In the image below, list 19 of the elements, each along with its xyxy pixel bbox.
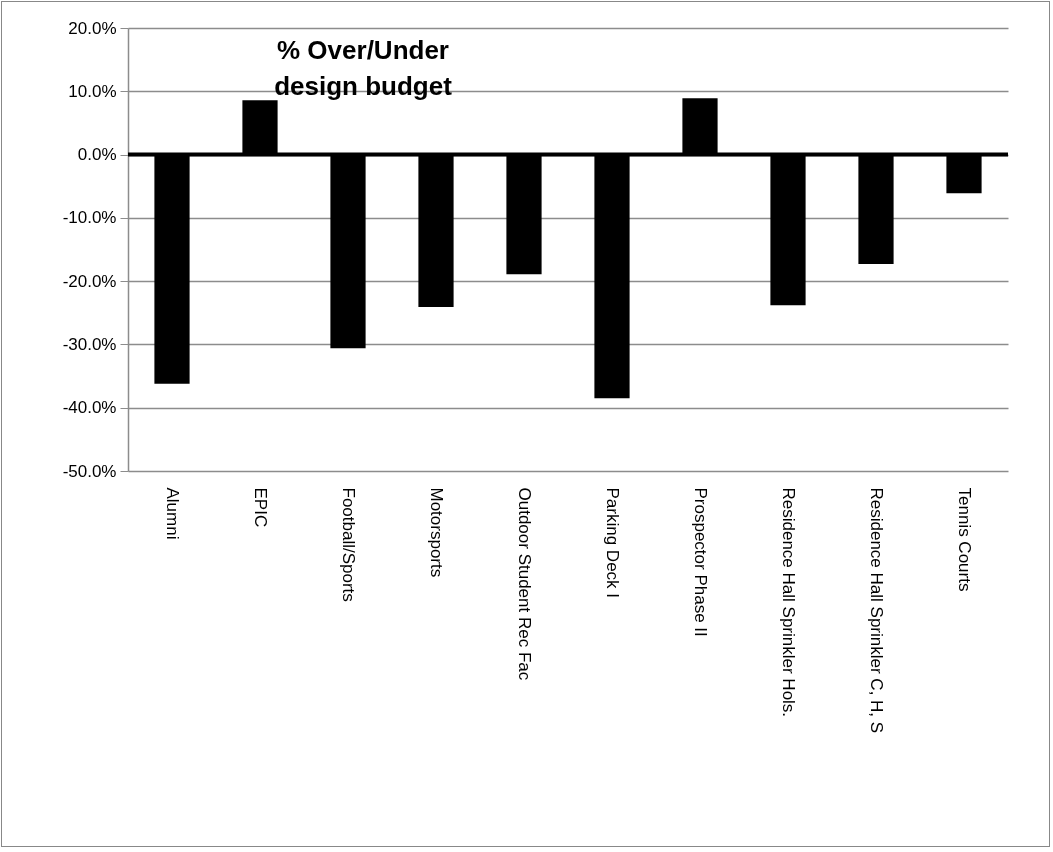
text: % Over/Under design budget [274,35,453,101]
x-tick-label: Football/Sports [339,487,358,602]
y-tick-label: -40.0% [62,398,117,418]
x-tick-label: Tennis Courts [955,487,974,592]
y-tick-label: 20.0% [68,18,117,38]
x-tick-label: Outdoor Student Rec Fac [515,487,534,681]
x-tick-label: Alumni [163,487,182,540]
x-tick-label: Prospector Phase II [691,487,710,637]
y-tick-label: -30.0% [62,334,117,354]
y-tick-label: -50.0% [62,461,117,481]
x-tick-label: Parking Deck I [603,487,622,599]
x-tick-label: Residence Hall Sprinkler Hols. [779,487,798,718]
x-tick-label: Residence Hall Sprinkler C, H, S [867,487,886,734]
y-tick-label: -20.0% [62,271,117,291]
y-tick-label: 0.0% [77,145,117,165]
y-tick-label: -10.0% [62,208,117,228]
x-tick-label: Motorsports [427,487,446,578]
x-tick-label: EPIC [251,487,270,528]
y-tick-label: 10.0% [68,81,117,101]
